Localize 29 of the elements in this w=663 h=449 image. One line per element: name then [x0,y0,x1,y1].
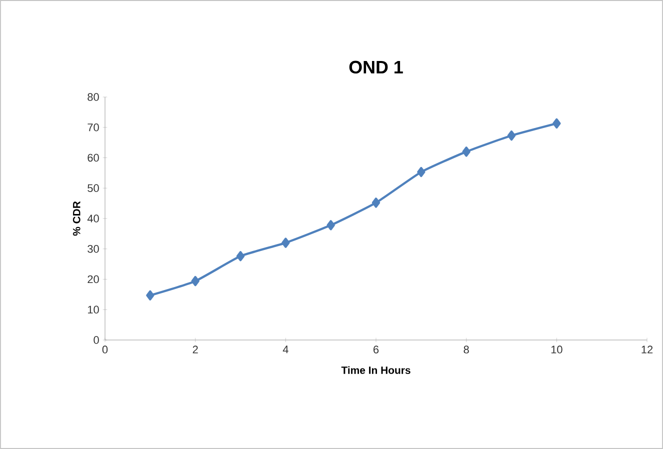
y-tick-label: 10 [88,306,99,314]
point [507,130,516,141]
y-tick-label: 70 [88,124,99,132]
point [146,290,154,300]
x-tick-label: 6 [374,346,379,354]
point [417,166,426,178]
x-tick-label: 4 [282,346,288,354]
y-tick-label: 30 [88,245,99,253]
y-tick-label: 80 [88,93,99,101]
point [462,146,470,157]
x-tick-label: 8 [464,346,469,354]
point [282,238,290,248]
point [372,198,380,208]
x-tick-label: 12 [642,346,653,354]
x-tick-label: 10 [551,346,562,354]
y-tick-label: 40 [87,214,99,222]
x-axis-title: Time In Hours [341,366,410,374]
x-tick-label: 0 [102,346,108,354]
y-tick-label: 60 [88,154,99,162]
y-tick-label: 50 [88,184,99,192]
y-tick-label: 0 [94,336,99,344]
y-axis-title: % CDR [72,201,80,236]
point [191,276,200,286]
x-tick-label: 2 [192,346,198,354]
point [326,220,335,230]
chart-title: OND 1 [349,60,403,74]
y-tick-label: 20 [88,275,99,284]
point [236,251,245,262]
point [552,118,561,129]
